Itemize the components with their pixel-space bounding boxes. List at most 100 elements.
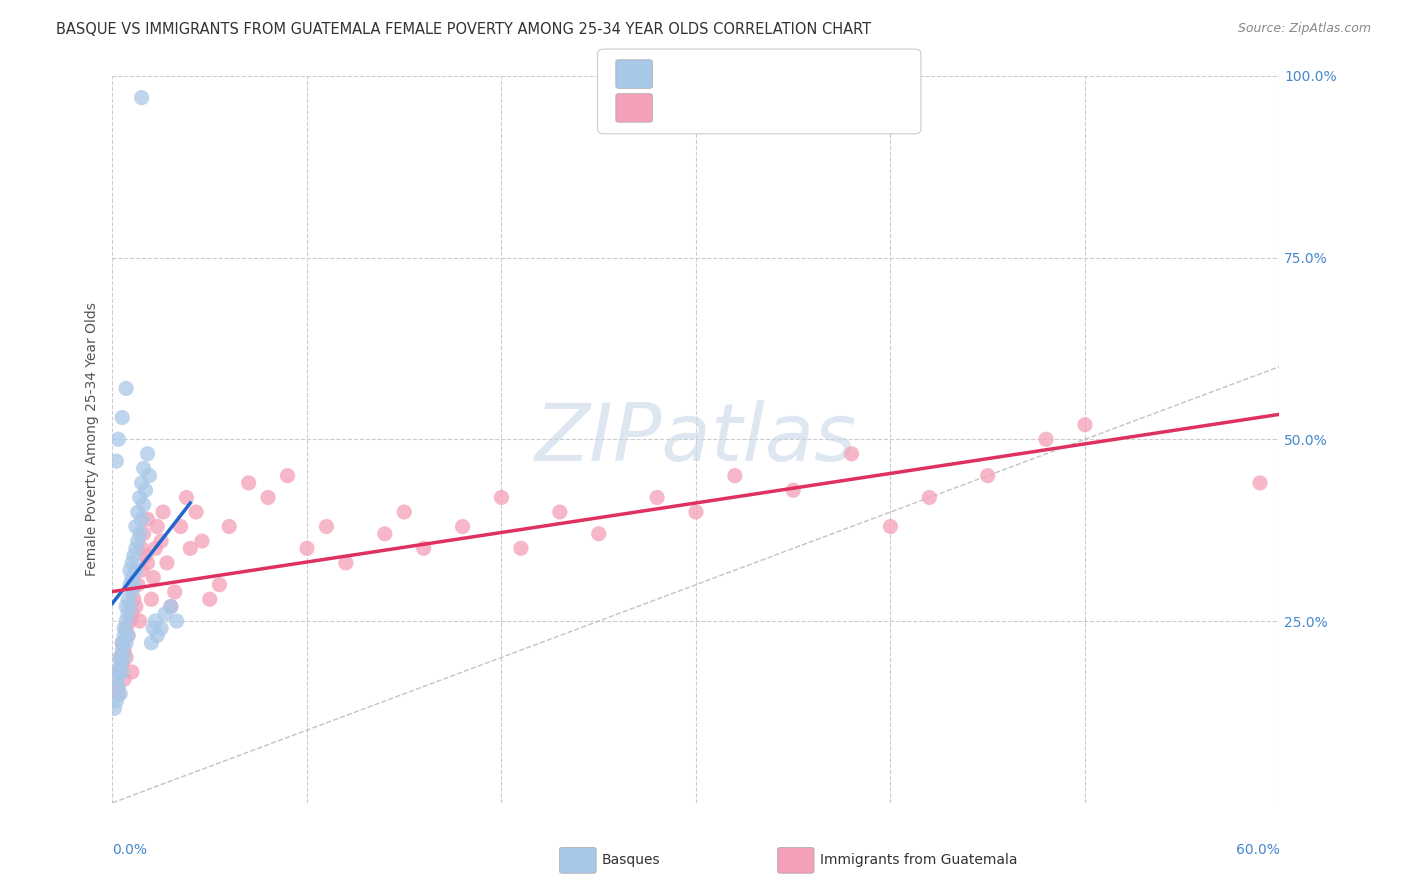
Point [131, 563, 153, 577]
Point [685, 505, 707, 519]
Point [128, 526, 150, 541]
Point [107, 680, 129, 694]
Point [1074, 417, 1097, 432]
Point [118, 563, 141, 577]
Point [111, 665, 134, 679]
Point [169, 519, 191, 533]
Point [131, 90, 153, 104]
Point [127, 534, 149, 549]
Point [152, 505, 174, 519]
Point [103, 701, 125, 715]
Point [111, 643, 134, 657]
Point [111, 636, 134, 650]
Point [156, 556, 179, 570]
Point [107, 665, 129, 679]
Point [127, 578, 149, 592]
Point [645, 491, 668, 505]
Point [548, 505, 571, 519]
Point [509, 541, 531, 556]
Point [115, 636, 138, 650]
Point [176, 491, 198, 505]
Point [115, 599, 138, 614]
Point [146, 629, 169, 643]
Text: Basques: Basques [602, 853, 661, 867]
Point [111, 657, 134, 672]
Point [112, 621, 135, 635]
Point [122, 549, 145, 563]
Y-axis label: Female Poverty Among 25-34 Year Olds: Female Poverty Among 25-34 Year Olds [86, 302, 100, 576]
Point [588, 526, 610, 541]
Point [125, 599, 148, 614]
Point [115, 621, 138, 635]
Point [153, 607, 176, 621]
Point [1035, 432, 1057, 446]
Text: R = 0.490: R = 0.490 [658, 62, 749, 79]
Point [136, 512, 159, 526]
Point [117, 629, 139, 643]
Point [112, 643, 135, 657]
Point [115, 650, 138, 665]
Point [179, 541, 201, 556]
Point [150, 621, 173, 635]
Point [131, 541, 153, 556]
Point [143, 614, 166, 628]
Point [121, 585, 143, 599]
Point [184, 505, 207, 519]
Point [105, 694, 128, 708]
Point [110, 687, 132, 701]
Text: ZIPatlas: ZIPatlas [534, 401, 858, 478]
Point [131, 475, 153, 490]
Point [1249, 475, 1271, 490]
Text: N = 66: N = 66 [794, 97, 856, 115]
Point [160, 599, 183, 614]
Point [105, 680, 128, 694]
Point [142, 621, 165, 635]
Point [105, 454, 128, 468]
Point [115, 614, 138, 628]
Point [112, 672, 135, 686]
Point [111, 636, 134, 650]
Point [125, 541, 148, 556]
Point [724, 468, 747, 483]
Point [107, 687, 129, 701]
Point [451, 519, 474, 533]
Point [142, 570, 165, 584]
Point [117, 592, 139, 607]
Point [295, 541, 318, 556]
Point [110, 650, 132, 665]
Point [879, 519, 901, 533]
Point [115, 381, 138, 395]
Point [918, 491, 941, 505]
Text: BASQUE VS IMMIGRANTS FROM GUATEMALA FEMALE POVERTY AMONG 25-34 YEAR OLDS CORRELA: BASQUE VS IMMIGRANTS FROM GUATEMALA FEMA… [56, 22, 872, 37]
Point [315, 519, 337, 533]
Point [782, 483, 804, 498]
Point [121, 665, 143, 679]
Point [276, 468, 298, 483]
Point [198, 592, 221, 607]
Point [208, 578, 231, 592]
Point [112, 629, 135, 643]
Point [121, 556, 143, 570]
Point [121, 607, 143, 621]
Point [118, 599, 141, 614]
Point [374, 526, 396, 541]
Point [841, 447, 863, 461]
Point [132, 461, 155, 475]
Point [191, 534, 214, 549]
Point [117, 629, 139, 643]
Point [131, 512, 153, 526]
Point [394, 505, 416, 519]
Point [166, 614, 188, 628]
Point [238, 475, 260, 490]
Point [976, 468, 998, 483]
Point [132, 498, 155, 512]
Point [122, 592, 145, 607]
Point [105, 672, 128, 686]
Text: Immigrants from Guatemala: Immigrants from Guatemala [820, 853, 1017, 867]
Point [138, 468, 160, 483]
Point [128, 614, 150, 628]
Point [112, 650, 135, 665]
Point [118, 578, 141, 592]
Point [146, 519, 169, 533]
Point [117, 607, 139, 621]
